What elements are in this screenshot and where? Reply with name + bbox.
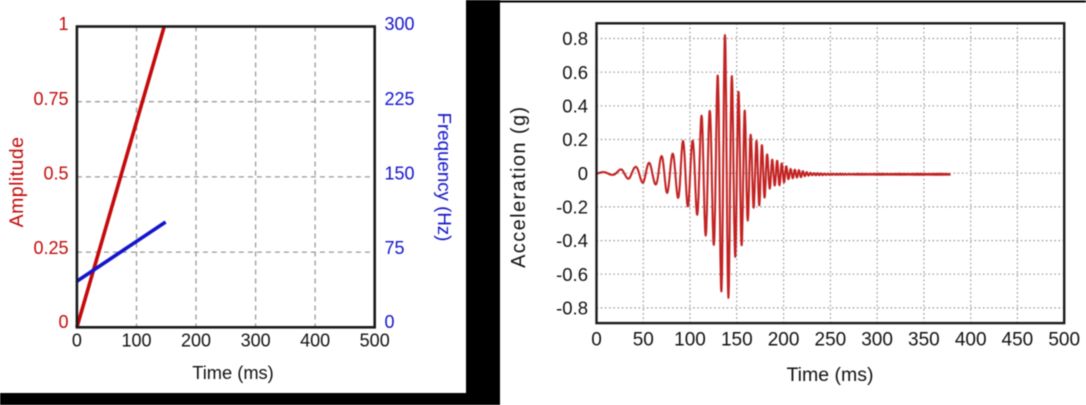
svg-text:0.2: 0.2 <box>562 129 588 150</box>
svg-text:Time (ms): Time (ms) <box>192 362 274 383</box>
svg-text:1: 1 <box>58 14 68 34</box>
svg-text:200: 200 <box>181 331 211 351</box>
svg-text:225: 225 <box>385 89 415 109</box>
svg-text:0: 0 <box>591 330 602 351</box>
svg-text:300: 300 <box>861 330 893 351</box>
svg-text:-0.6: -0.6 <box>556 264 588 285</box>
svg-text:0.5: 0.5 <box>43 164 68 184</box>
svg-text:Amplitude: Amplitude <box>6 137 28 228</box>
svg-text:0: 0 <box>58 312 68 332</box>
svg-text:300: 300 <box>385 14 415 34</box>
svg-text:75: 75 <box>385 238 405 258</box>
svg-text:500: 500 <box>1048 330 1080 351</box>
svg-text:400: 400 <box>300 331 330 351</box>
svg-text:400: 400 <box>955 330 987 351</box>
svg-text:500: 500 <box>360 331 390 351</box>
svg-text:350: 350 <box>908 330 940 351</box>
svg-text:0.75: 0.75 <box>33 89 68 109</box>
svg-text:50: 50 <box>633 330 654 351</box>
svg-text:450: 450 <box>1002 330 1034 351</box>
svg-text:0.8: 0.8 <box>562 28 588 49</box>
svg-text:Acceleration (g): Acceleration (g) <box>508 105 530 267</box>
svg-text:300: 300 <box>241 331 271 351</box>
svg-text:0.6: 0.6 <box>562 62 588 83</box>
svg-text:-0.8: -0.8 <box>556 298 588 319</box>
svg-text:0.25: 0.25 <box>33 238 68 258</box>
svg-text:0: 0 <box>72 331 82 351</box>
svg-text:150: 150 <box>721 330 753 351</box>
svg-text:150: 150 <box>385 164 415 184</box>
svg-text:200: 200 <box>768 330 800 351</box>
svg-text:Frequency (Hz): Frequency (Hz) <box>434 113 455 242</box>
svg-text:-0.4: -0.4 <box>556 230 588 251</box>
svg-text:0: 0 <box>385 312 395 332</box>
svg-text:250: 250 <box>815 330 847 351</box>
svg-text:Time (ms): Time (ms) <box>786 364 873 386</box>
svg-text:100: 100 <box>121 331 151 351</box>
svg-text:0.4: 0.4 <box>562 95 588 116</box>
svg-text:0: 0 <box>578 163 588 184</box>
svg-text:-0.2: -0.2 <box>556 197 588 218</box>
svg-text:100: 100 <box>674 330 706 351</box>
